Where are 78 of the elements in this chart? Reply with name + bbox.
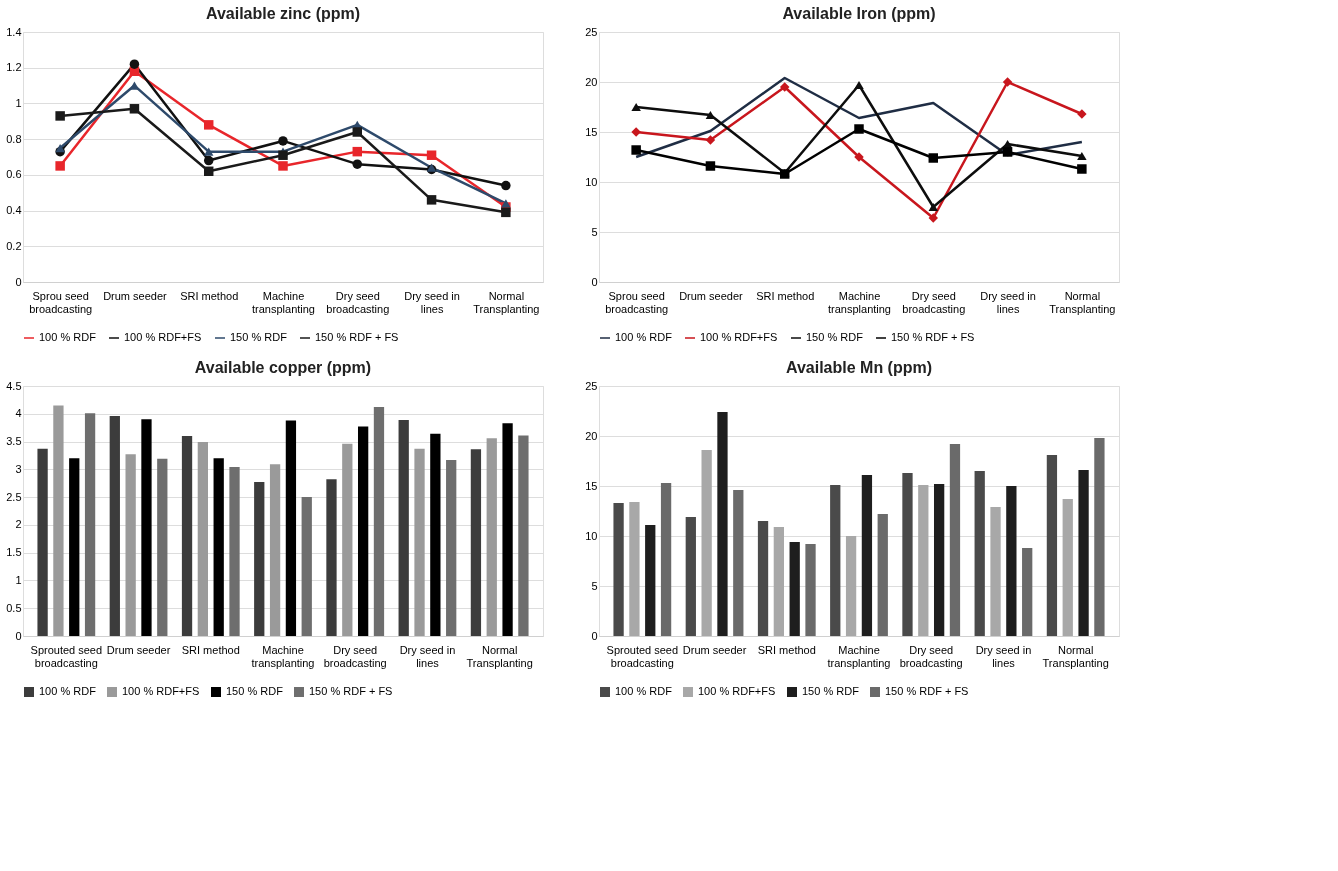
x-tick-label: Dry seed broadcasting — [899, 643, 963, 669]
x-tick-label: Drum seeder — [103, 289, 168, 302]
y-tick-label: 5 — [591, 579, 598, 592]
x-tick-label: Normal Transplanting — [1042, 643, 1109, 669]
y-tick-label: 0.5 — [6, 601, 22, 614]
x-tick-label: Dry seed in lines — [404, 289, 460, 315]
y-tick-label: 0.6 — [6, 168, 22, 181]
legend-label: 150 % RDF + FS — [891, 331, 975, 343]
legend-label: 100 % RDF — [615, 331, 673, 343]
x-tick-label: Normal Transplanting — [473, 289, 540, 315]
legend-label: 150 % RDF — [226, 685, 284, 697]
y-tick-label: 20 — [585, 429, 598, 442]
legend-label: 100 % RDF+FS — [700, 331, 778, 343]
y-tick-label: 0 — [591, 629, 598, 642]
y-tick-label: 3 — [15, 462, 22, 475]
x-tick-label: Dry seed broadcasting — [326, 289, 390, 315]
y-tick-label: 5 — [591, 225, 598, 238]
x-tick-label: Drum seeder — [682, 643, 747, 656]
y-tick-label: 10 — [585, 529, 598, 542]
y-tick-label: 1.5 — [6, 546, 22, 559]
legend-label: 100 % RDF — [39, 331, 97, 343]
y-tick-label: 10 — [585, 175, 598, 188]
x-tick-label: Dry seed in lines — [980, 289, 1036, 315]
y-tick-label: 2.5 — [6, 490, 22, 503]
legend-label: 150 % RDF — [806, 331, 864, 343]
x-tick-label: Normal Transplanting — [466, 643, 533, 669]
y-tick-label: 0.8 — [6, 132, 22, 145]
x-tick-label: Sprou seed broadcasting — [29, 289, 93, 315]
chart-title: Available copper (ppm) — [194, 359, 372, 376]
x-tick-label: Dry seed broadcasting — [323, 643, 387, 669]
y-tick-label: 0 — [591, 275, 598, 288]
x-tick-label: Dry seed in lines — [975, 643, 1032, 669]
legend-label: 100 % RDF+FS — [124, 331, 202, 343]
y-tick-label: 0.2 — [6, 239, 22, 252]
legend-label: 150 % RDF — [802, 685, 860, 697]
y-tick-label: 4.5 — [6, 379, 22, 392]
x-tick-label: SRI method — [757, 643, 816, 656]
y-tick-label: 0 — [15, 275, 22, 288]
legend-label: 100 % RDF — [615, 685, 673, 697]
y-tick-label: 15 — [585, 479, 598, 492]
x-tick-label: Machine transplanting — [828, 289, 891, 315]
x-tick-label: SRI method — [756, 289, 815, 302]
y-tick-label: 1 — [15, 573, 22, 586]
y-tick-label: 0 — [15, 629, 22, 642]
y-tick-label: 25 — [585, 25, 598, 38]
x-tick-label: Sprou seed broadcasting — [605, 289, 669, 315]
x-tick-label: SRI method — [181, 643, 240, 656]
x-tick-label: Machine transplanting — [827, 643, 891, 669]
x-tick-label: SRI method — [180, 289, 239, 302]
x-tick-label: Drum seeder — [679, 289, 744, 302]
legend-label: 100 % RDF+FS — [698, 685, 776, 697]
x-tick-label: Dry seed broadcasting — [902, 289, 966, 315]
chart-title: Available zinc (ppm) — [205, 5, 361, 22]
y-tick-label: 20 — [585, 75, 598, 88]
y-tick-label: 3.5 — [6, 435, 22, 448]
y-tick-label: 4 — [15, 407, 22, 420]
x-tick-label: Sprouted seed broadcasting — [30, 643, 103, 669]
legend-label: 100 % RDF — [39, 685, 97, 697]
x-tick-label: Machine transplanting — [252, 289, 315, 315]
y-tick-label: 15 — [585, 125, 598, 138]
x-tick-label: Sprouted seed broadcasting — [606, 643, 679, 669]
x-tick-label: Normal Transplanting — [1049, 289, 1116, 315]
y-tick-label: 0.4 — [6, 204, 22, 217]
x-tick-label: Machine transplanting — [251, 643, 315, 669]
legend-label: 100 % RDF+FS — [122, 685, 200, 697]
y-tick-label: 25 — [585, 379, 598, 392]
legend-label: 150 % RDF + FS — [315, 331, 399, 343]
y-tick-label: 2 — [15, 518, 22, 531]
y-tick-label: 1.4 — [6, 25, 22, 38]
chart-title: Available Iron (ppm) — [782, 5, 936, 22]
y-tick-label: 1.2 — [6, 61, 22, 74]
x-tick-label: Drum seeder — [106, 643, 171, 656]
x-tick-label: Dry seed in lines — [399, 643, 456, 669]
legend-label: 150 % RDF + FS — [309, 685, 393, 697]
legend-label: 150 % RDF + FS — [885, 685, 969, 697]
chart-title: Available Mn (ppm) — [785, 359, 933, 376]
y-tick-label: 1 — [15, 96, 22, 109]
legend-label: 150 % RDF — [230, 331, 288, 343]
